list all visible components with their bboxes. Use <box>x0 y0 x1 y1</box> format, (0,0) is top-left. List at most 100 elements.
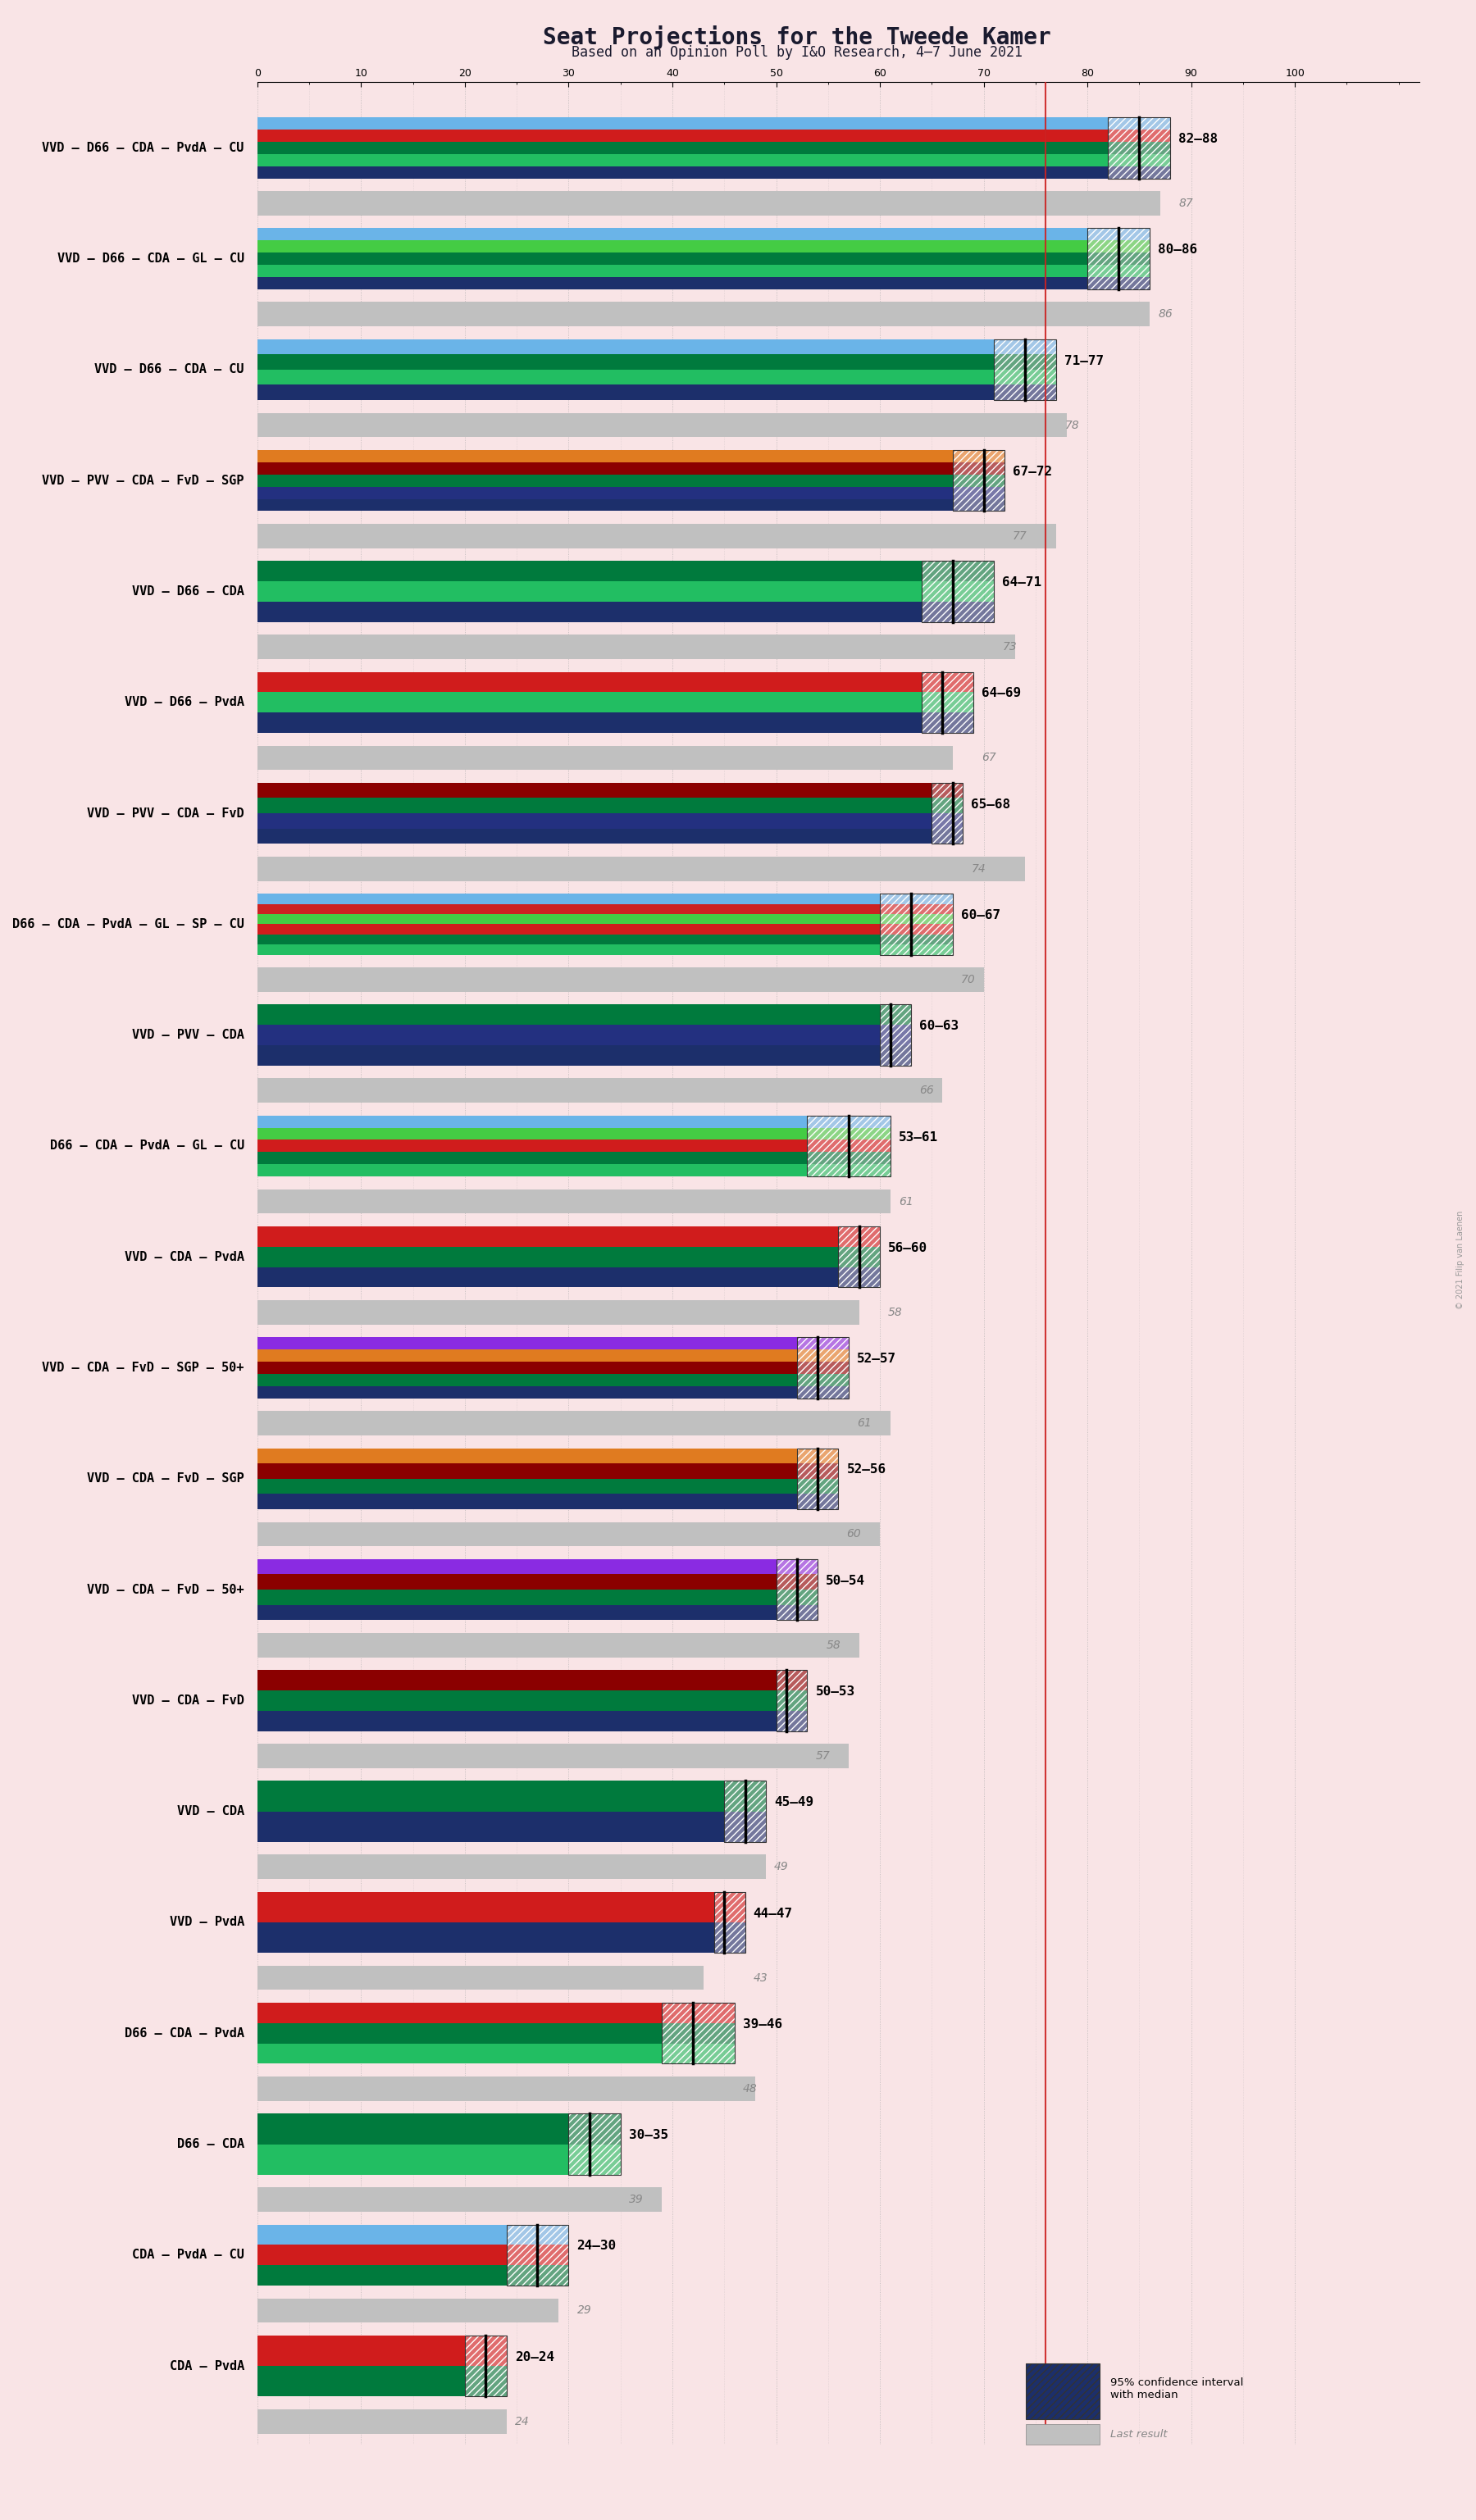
Bar <box>257 252 1088 265</box>
Bar <box>880 1026 911 1046</box>
Bar <box>506 2225 568 2245</box>
Bar <box>257 1923 714 1953</box>
Bar <box>776 1671 807 1731</box>
Text: 60–67: 60–67 <box>961 910 1001 922</box>
Bar <box>807 1116 890 1177</box>
Text: 67–72: 67–72 <box>1013 466 1052 479</box>
Bar <box>952 461 1004 474</box>
Bar <box>257 239 1088 252</box>
Bar <box>257 857 1026 882</box>
Bar <box>257 784 931 799</box>
Bar <box>257 1005 880 1026</box>
Bar <box>257 524 1057 549</box>
Bar <box>257 2366 465 2397</box>
Bar <box>257 166 1108 179</box>
Bar <box>257 1590 776 1605</box>
Bar <box>921 713 973 733</box>
Bar <box>714 1893 745 1953</box>
Bar <box>257 2114 568 2145</box>
Text: 49: 49 <box>773 1862 788 1872</box>
Bar <box>952 451 1004 512</box>
Bar <box>257 1560 776 1575</box>
Bar <box>776 1575 818 1590</box>
Text: 87: 87 <box>1179 197 1193 209</box>
Bar <box>838 1227 880 1247</box>
Bar <box>838 1247 880 1268</box>
Text: 48: 48 <box>742 2084 757 2094</box>
Bar <box>257 1116 807 1126</box>
Bar <box>776 1560 818 1620</box>
Text: 73: 73 <box>1002 640 1017 653</box>
Text: 77: 77 <box>1013 529 1027 542</box>
Text: 82–88: 82–88 <box>1179 134 1218 146</box>
Bar <box>257 1139 807 1152</box>
Bar <box>952 474 1004 486</box>
Bar <box>257 355 993 370</box>
Bar <box>257 1026 880 1046</box>
Bar <box>257 1671 776 1691</box>
Bar <box>257 1386 797 1399</box>
Bar <box>257 1126 807 1139</box>
Bar <box>257 129 1108 141</box>
Bar <box>921 693 973 713</box>
Bar <box>257 635 1015 660</box>
Bar <box>797 1351 849 1361</box>
Bar <box>993 340 1057 355</box>
Text: 78: 78 <box>1064 418 1079 431</box>
Text: 45–49: 45–49 <box>773 1797 813 1809</box>
Bar <box>257 1464 797 1479</box>
Bar <box>797 1494 838 1509</box>
Bar <box>931 784 962 844</box>
Bar <box>257 1373 797 1386</box>
Bar <box>257 1855 766 1880</box>
Bar <box>838 1268 880 1288</box>
Bar <box>1108 141 1170 154</box>
Bar <box>776 1711 807 1731</box>
Bar <box>663 2003 735 2064</box>
Bar <box>921 582 993 602</box>
Text: 50–53: 50–53 <box>816 1686 855 1698</box>
Bar <box>257 2076 756 2102</box>
Bar <box>776 1671 807 1731</box>
Bar <box>931 784 962 844</box>
Bar <box>257 2265 506 2286</box>
Bar <box>506 2245 568 2265</box>
Bar <box>807 1152 890 1164</box>
Bar <box>257 945 880 955</box>
Bar <box>1088 252 1150 265</box>
Bar <box>725 1782 766 1842</box>
Bar <box>931 799 962 814</box>
Bar <box>797 1386 849 1399</box>
Text: Seat Projections for the Tweede Kamer: Seat Projections for the Tweede Kamer <box>543 25 1051 48</box>
Bar <box>257 1449 797 1464</box>
Bar <box>257 2187 663 2213</box>
Bar <box>921 602 993 622</box>
Bar <box>725 1782 766 1812</box>
Bar <box>993 370 1057 386</box>
Bar <box>807 1116 890 1177</box>
Bar <box>1088 265 1150 277</box>
Bar <box>568 2145 620 2175</box>
Bar <box>257 829 931 844</box>
Bar <box>797 1338 849 1351</box>
Bar <box>807 1116 890 1126</box>
Bar <box>993 340 1057 401</box>
Text: Last result: Last result <box>1110 2429 1168 2439</box>
Bar <box>257 370 993 386</box>
Bar <box>725 1782 766 1842</box>
Bar <box>931 784 962 799</box>
Bar <box>257 1479 797 1494</box>
Bar <box>257 451 952 461</box>
Bar <box>807 1164 890 1177</box>
Bar <box>921 562 993 582</box>
Text: 64–71: 64–71 <box>1002 577 1042 590</box>
Text: 24: 24 <box>515 2417 530 2427</box>
Bar <box>465 2336 506 2366</box>
Bar <box>1108 118 1170 129</box>
Bar <box>257 1711 776 1731</box>
Bar <box>921 673 973 733</box>
Bar <box>797 1338 849 1399</box>
Bar <box>257 693 921 713</box>
Text: 64–69: 64–69 <box>982 688 1021 701</box>
Bar <box>257 2003 663 2024</box>
